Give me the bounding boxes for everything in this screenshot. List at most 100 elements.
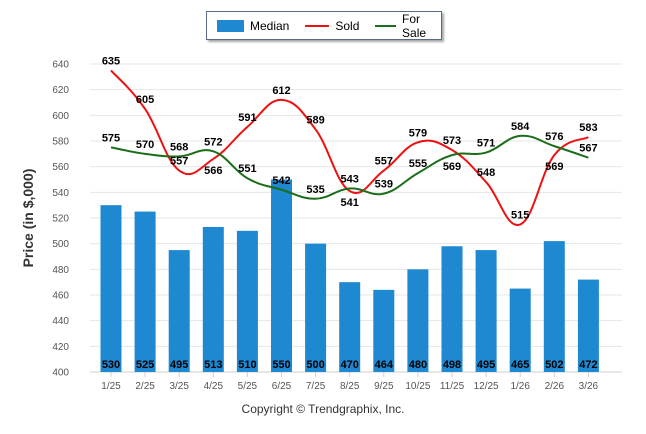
point-label-sold: 515	[511, 209, 529, 221]
copyright: Copyright © Trendgraphix, Inc.	[241, 402, 405, 416]
point-label-sold: 583	[579, 122, 597, 134]
legend: Median Sold For Sale	[206, 11, 442, 40]
legend-swatch-sold	[305, 24, 330, 27]
y-tick-label: 420	[52, 342, 69, 353]
bar-value-label: 513	[204, 359, 222, 371]
y-axis-label: Price (in $,000)	[20, 168, 36, 268]
point-label-for-sale: 575	[102, 132, 120, 144]
bar-value-label: 464	[375, 359, 394, 371]
point-label-sold: 557	[170, 156, 188, 168]
x-tick-label: 4/25	[204, 381, 224, 392]
x-tick-label: 6/25	[272, 381, 292, 392]
bar-median	[407, 269, 429, 372]
bar-value-label: 495	[170, 359, 188, 371]
x-tick-label: 12/25	[474, 381, 499, 392]
point-label-sold: 569	[545, 161, 563, 173]
bar-value-label: 550	[272, 359, 290, 371]
bar-median	[441, 246, 463, 372]
bar-value-label: 465	[511, 359, 529, 371]
bar-value-label: 480	[409, 359, 427, 371]
line-sold	[110, 69, 589, 226]
y-tick-label: 480	[52, 265, 69, 276]
legend-label-for-sale: For Sale	[402, 11, 427, 40]
point-label-for-sale: 535	[306, 184, 324, 196]
legend-item-median[interactable]: Median	[217, 19, 289, 33]
y-tick-label: 580	[52, 137, 69, 148]
x-axis: 1/25 2/25 3/25 4/25 5/25 6/25 7/25 8/25 9/25 10/2…	[101, 372, 599, 392]
bar-median	[305, 243, 327, 372]
legend-swatch-median	[217, 19, 244, 32]
x-tick-label: 1/26	[510, 381, 530, 392]
bar-value-label: 472	[579, 359, 597, 371]
x-tick-label: 2/25	[135, 381, 155, 392]
point-label-for-sale: 543	[341, 173, 359, 185]
point-label-for-sale: 567	[579, 143, 597, 155]
point-label-sold: 573	[443, 135, 461, 147]
bar-value-label: 510	[238, 359, 256, 371]
bar-value-label: 470	[341, 359, 359, 371]
x-tick-label: 2/26	[545, 381, 565, 392]
bar-median	[373, 289, 395, 372]
lines	[110, 69, 589, 226]
x-tick-label: 7/25	[306, 381, 326, 392]
y-tick-label: 520	[52, 214, 69, 225]
legend-item-for-sale[interactable]: For Sale	[369, 12, 441, 40]
x-tick-label: 9/25	[374, 381, 394, 392]
point-label-for-sale: 555	[409, 158, 427, 170]
point-label-for-sale: 569	[443, 161, 461, 173]
line-for-sale	[110, 134, 589, 200]
bar-median	[509, 288, 531, 372]
point-label-for-sale: 542	[272, 175, 290, 187]
x-tick-label: 8/25	[340, 381, 360, 392]
x-tick-label: 3/25	[169, 381, 189, 392]
point-label-sold: 605	[136, 94, 154, 106]
legend-swatch-for-sale	[375, 24, 397, 27]
point-label-sold: 612	[272, 85, 290, 97]
bar-value-label: 495	[477, 359, 495, 371]
y-tick-label: 620	[52, 85, 69, 96]
bar-median	[236, 230, 258, 372]
y-tick-label: 460	[52, 291, 69, 302]
bar-median	[134, 211, 156, 372]
x-tick-label: 3/26	[579, 381, 599, 392]
y-tick-label: 400	[52, 368, 69, 379]
y-tick-label: 560	[52, 162, 69, 173]
point-label-for-sale: 584	[511, 121, 530, 133]
point-label-for-sale: 571	[477, 138, 495, 150]
y-axis-ticks: 400 420 440 460 480 500 520 540 560 580 600 620 640	[52, 60, 69, 379]
x-tick-label: 10/25	[405, 381, 430, 392]
point-label-sold: 566	[204, 165, 222, 177]
point-label-for-sale: 551	[238, 163, 256, 175]
line-labels: 635 605 557 566 591 612 589 541 557 579 573 548 515 5…	[102, 55, 598, 221]
bar-labels: 530 525 495 513 510 550 500 470 464 480 498 495 465 5…	[102, 359, 598, 371]
point-label-for-sale: 576	[545, 131, 563, 143]
x-tick-label: 1/25	[101, 381, 121, 392]
bar-median	[475, 250, 497, 372]
point-label-for-sale: 568	[170, 141, 188, 153]
y-tick-label: 500	[52, 239, 69, 250]
point-label-for-sale: 572	[204, 136, 222, 148]
point-label-sold: 557	[375, 156, 393, 168]
point-label-sold: 591	[238, 112, 256, 124]
legend-item-sold[interactable]: Sold	[299, 19, 359, 33]
point-label-sold: 541	[341, 197, 359, 209]
bar-median	[339, 282, 361, 372]
bar-value-label: 500	[306, 359, 324, 371]
y-tick-label: 600	[52, 111, 69, 122]
point-label-for-sale: 570	[136, 139, 154, 151]
point-label-sold: 579	[409, 127, 427, 139]
bars-median	[100, 179, 599, 372]
bar-value-label: 530	[102, 359, 120, 371]
bar-median	[543, 241, 565, 372]
x-tick-label: 11/25	[440, 381, 465, 392]
legend-label-sold: Sold	[335, 18, 360, 33]
bar-value-label: 498	[443, 359, 461, 371]
legend-label-median: Median	[250, 18, 290, 33]
bar-median	[577, 279, 599, 372]
bar-median	[100, 205, 122, 372]
bar-value-label: 502	[545, 359, 563, 371]
point-label-for-sale: 539	[375, 179, 393, 191]
y-tick-label: 540	[52, 188, 69, 199]
bar-median	[168, 250, 190, 372]
